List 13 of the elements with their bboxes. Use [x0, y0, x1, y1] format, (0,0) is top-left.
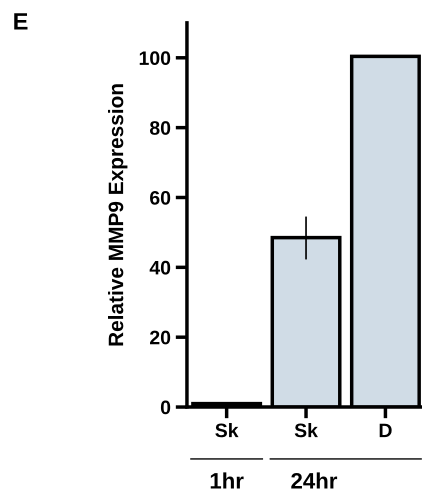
text: 1hr: [210, 472, 244, 488]
y-tick-label: 100: [140, 51, 170, 66]
text: E: [14, 13, 28, 30]
x-tick-label: Sk: [215, 423, 239, 438]
y-tick-label: 60: [150, 190, 170, 205]
text: 24hr: [291, 472, 338, 488]
y-tick-label: 0: [160, 400, 170, 414]
x-tick-label: D: [380, 424, 392, 438]
x-tick-label: Sk: [294, 423, 318, 438]
y-tick-label: 20: [150, 330, 170, 344]
y-tick-label: 40: [150, 260, 170, 275]
y-axis-title: Relative MMP9 Expression: [108, 84, 128, 346]
y-tick-label: 80: [150, 121, 170, 135]
